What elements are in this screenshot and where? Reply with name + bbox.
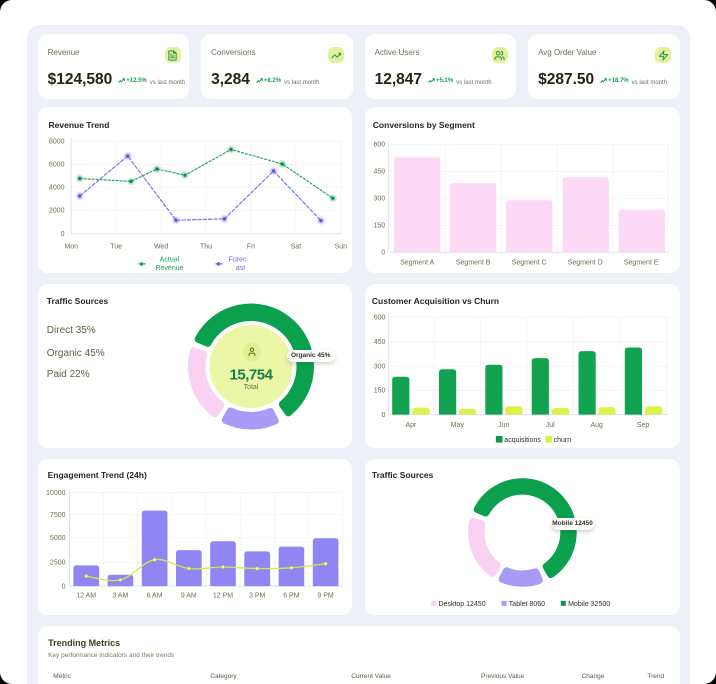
svg-text:2000: 2000	[49, 208, 65, 215]
svg-text:Sep: Sep	[637, 422, 650, 429]
svg-text:Mon: Mon	[64, 243, 78, 250]
svg-text:450: 450	[374, 169, 386, 176]
svg-text:ast: ast	[236, 265, 245, 272]
svg-text:Thu: Thu	[200, 243, 212, 250]
svg-text:8000: 8000	[49, 138, 65, 145]
svg-text:Revenue: Revenue	[155, 265, 183, 272]
svg-text:450: 450	[374, 339, 386, 346]
svg-text:Mobile 32500: Mobile 32500	[568, 601, 610, 608]
svg-text:Segment D: Segment D	[568, 260, 603, 267]
svg-text:Desktop 12450: Desktop 12450	[439, 601, 486, 608]
svg-text:2500: 2500	[50, 559, 66, 566]
svg-text:Jun: Jun	[498, 422, 509, 429]
svg-text:6 PM: 6 PM	[283, 592, 300, 599]
svg-text:Apr: Apr	[405, 422, 417, 429]
svg-text:300: 300	[374, 196, 386, 203]
svg-text:3 PM: 3 PM	[249, 592, 266, 599]
svg-text:Segment E: Segment E	[624, 260, 659, 267]
svg-text:Segment C: Segment C	[512, 260, 547, 267]
svg-text:150: 150	[374, 388, 386, 395]
svg-text:acquisitions: acquisitions	[504, 437, 541, 444]
svg-text:churn: churn	[554, 437, 572, 444]
svg-text:4000: 4000	[49, 184, 65, 191]
svg-text:9 AM: 9 AM	[181, 592, 197, 599]
svg-text:Forec: Forec	[229, 257, 247, 264]
svg-text:5000: 5000	[50, 535, 66, 542]
svg-text:7500: 7500	[50, 512, 66, 519]
svg-text:Aug: Aug	[590, 422, 603, 429]
svg-text:6 AM: 6 AM	[147, 592, 163, 599]
svg-text:Sun: Sun	[335, 243, 348, 250]
svg-text:12 AM: 12 AM	[76, 592, 96, 599]
svg-text:Wed: Wed	[154, 243, 168, 250]
svg-text:Segment A: Segment A	[400, 260, 435, 267]
svg-text:Total: Total	[244, 384, 259, 391]
svg-text:Fri: Fri	[247, 243, 256, 250]
svg-text:0: 0	[61, 231, 65, 238]
svg-text:6000: 6000	[49, 162, 65, 169]
svg-text:Jul: Jul	[546, 422, 555, 429]
svg-text:300: 300	[374, 363, 386, 370]
svg-text:15,754: 15,754	[230, 367, 274, 384]
svg-text:May: May	[451, 422, 465, 429]
svg-text:600: 600	[374, 314, 386, 321]
svg-text:Tablet 8060: Tablet 8060	[509, 601, 545, 608]
svg-text:12 PM: 12 PM	[213, 592, 233, 599]
svg-text:10000: 10000	[46, 490, 66, 497]
svg-text:Segment B: Segment B	[456, 260, 491, 267]
svg-text:Actual: Actual	[160, 257, 180, 264]
svg-text:3 AM: 3 AM	[112, 592, 128, 599]
svg-text:150: 150	[374, 223, 386, 230]
svg-text:600: 600	[374, 142, 386, 149]
svg-text:0: 0	[62, 583, 66, 590]
svg-text:9 PM: 9 PM	[317, 592, 334, 599]
svg-text:0: 0	[381, 412, 385, 419]
svg-text:Tue: Tue	[110, 243, 122, 250]
svg-text:Sat: Sat	[291, 243, 302, 250]
svg-text:0: 0	[381, 249, 385, 256]
